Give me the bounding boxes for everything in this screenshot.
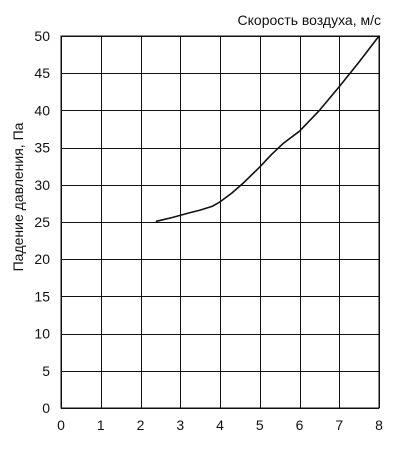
y-tick-label: 10 [34,326,50,342]
y-tick-label: 30 [34,177,50,193]
y-tick-label: 50 [34,28,50,44]
x-tick-label: 4 [216,417,224,433]
y-tick-label: 25 [34,214,50,230]
y-tick-label: 45 [34,65,50,81]
x-tick-labels: 0 1 2 3 4 5 6 7 8 [57,417,383,433]
x-tick-label: 2 [137,417,145,433]
y-tick-label: 35 [34,140,50,156]
y-tick-label: 20 [34,251,50,267]
x-tick-label: 1 [97,417,105,433]
y-tick-label: 15 [34,288,50,304]
plot-frame [60,35,380,409]
x-tick-label: 6 [296,417,304,433]
x-tick-label: 3 [176,417,184,433]
series-layer [155,35,380,223]
x-axis-title: Скорость воздуха, м/с [238,12,381,28]
x-tick-label: 5 [256,417,264,433]
y-axis-title: Падение давления, Па [10,122,26,271]
x-tick-label: 7 [335,417,343,433]
x-tick-label: 8 [375,417,383,433]
y-tick-label: 5 [42,363,50,379]
x-tick-label: 0 [57,417,65,433]
y-tick-label: 40 [34,102,50,118]
y-tick-labels: 0 5 10 15 20 25 30 35 40 45 50 [34,28,50,416]
series-line [155,35,380,223]
grid [61,36,380,409]
y-tick-label: 0 [42,400,50,416]
